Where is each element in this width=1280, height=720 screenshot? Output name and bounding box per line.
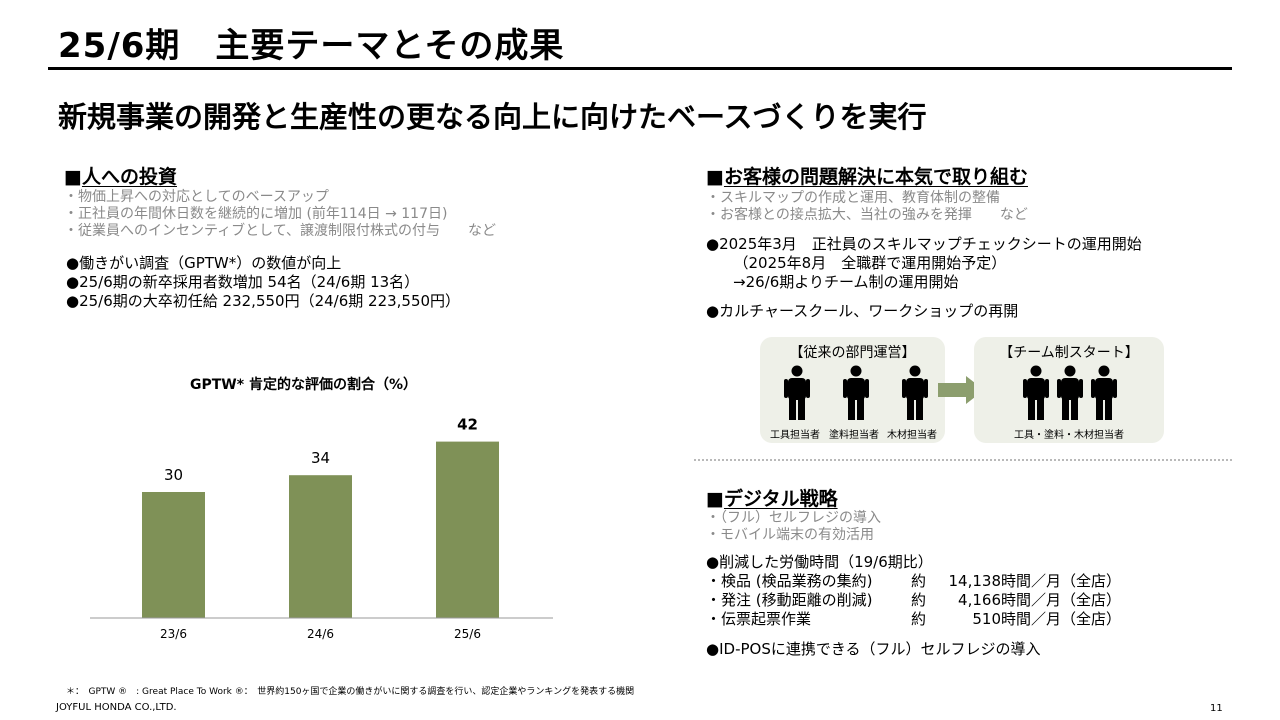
- skillmap-bullet: ●2025年3月 正社員のスキルマップチェックシートの運用開始 （2025年8月…: [706, 235, 1142, 292]
- page-subtitle: 新規事業の開発と生産性の更なる向上に向けたベースづくりを実行: [58, 100, 927, 134]
- labor-reduction-heading: ●削減した労働時間（19/6期比）: [706, 553, 933, 571]
- team-system-box: 【チーム制スタート】 工具・塗料・木材担当者: [974, 337, 1164, 443]
- bar-25/6: [436, 441, 499, 618]
- staff-figures: [784, 365, 928, 420]
- person-icon: [1091, 365, 1117, 420]
- section-heading-customers: ■お客様の問題解決に本気で取り組む: [706, 162, 1028, 189]
- heading-marker: ■: [64, 166, 82, 188]
- person-icon: [1023, 365, 1049, 420]
- x-tick-label: 23/6: [160, 627, 187, 641]
- approx-label: 約: [911, 610, 927, 628]
- chart-title: GPTW* 肯定的な評価の割合（%）: [190, 377, 417, 393]
- data-label: 42: [457, 416, 478, 434]
- title-divider: [48, 67, 1232, 70]
- transition-arrow-icon: [938, 376, 984, 404]
- hours-value: 4,166: [958, 591, 1001, 609]
- list-item: ・物価上昇への対応としてのベースアップ: [64, 189, 329, 205]
- staff-caption: 木材担当者: [887, 430, 937, 441]
- approx-label: 約: [911, 572, 927, 590]
- people-measures-list: ・物価上昇への対応としてのベースアップ ・正社員の年間休日数を継続的に増加 (前…: [64, 189, 496, 240]
- list-item: ・モバイル端末の有効活用: [706, 527, 874, 543]
- list-item: ●25/6期の新卒採用者数増加 54名（24/6期 13名）: [66, 273, 420, 291]
- staff-caption: 工具担当者: [770, 430, 820, 441]
- team-system-title: 【チーム制スタート】: [999, 345, 1139, 361]
- bar-24/6: [289, 475, 352, 618]
- hours-unit: 時間／月（全店）: [1001, 572, 1122, 590]
- person-icon: [902, 365, 928, 420]
- list-item: ●25/6期の大卒初任給 232,550円（24/6期 223,550円）: [66, 292, 461, 310]
- list-item: （2025年8月 全職群で運用開始予定）: [726, 254, 1007, 272]
- id-pos-bullet: ●ID-POSに連携できる（フル）セルフレジの導入: [706, 640, 1041, 658]
- task-label: ・発注 (移動距離の削減): [706, 591, 873, 609]
- list-item: ・従業員へのインセンティブとして、譲渡制限付株式の付与 など: [64, 223, 497, 239]
- list-item: →26/6期よりチーム制の運用開始: [718, 273, 959, 291]
- task-label: ・検品 (検品業務の集約): [706, 572, 873, 590]
- heading-marker: ■: [706, 488, 724, 510]
- heading-text: 人への投資: [81, 166, 177, 188]
- table-row: ・伝票起票作業 約 510時間／月（全店）: [706, 610, 1121, 629]
- team-figures: [1023, 365, 1117, 420]
- list-item: ・（フル）セルフレジの導入: [706, 510, 881, 526]
- list-item: ・お客様との接点拡大、当社の強みを発揮 など: [706, 207, 1028, 223]
- x-tick-label: 25/6: [454, 627, 481, 641]
- culture-school-bullet: ●カルチャースクール、ワークショップの再開: [706, 302, 1019, 320]
- table-row: ・発注 (移動距離の削減) 約 4,166時間／月（全店）: [706, 591, 1121, 610]
- hours-unit: 時間／月（全店）: [1001, 610, 1122, 628]
- list-item: ●2025年3月 正社員のスキルマップチェックシートの運用開始: [706, 235, 1142, 253]
- people-results-list: ●働きがい調査（GPTW*）の数値が向上 ●25/6期の新卒採用者数増加 54名…: [66, 254, 460, 311]
- staff-caption: 塗料担当者: [829, 430, 879, 441]
- heading-text: お客様の問題解決に本気で取り組む: [723, 166, 1028, 188]
- section-heading-digital: ■デジタル戦略: [706, 484, 838, 511]
- page-number: 11: [1210, 703, 1223, 714]
- heading-text: デジタル戦略: [723, 488, 838, 510]
- digital-measures-list: ・（フル）セルフレジの導入 ・モバイル端末の有効活用: [706, 510, 881, 544]
- customer-measures-list: ・スキルマップの作成と運用、教育体制の整備 ・お客様との接点拡大、当社の強みを発…: [706, 190, 1028, 224]
- person-icon: [843, 365, 869, 420]
- data-label: 34: [311, 449, 330, 467]
- list-item: ・正社員の年間休日数を継続的に増加 (前年114日 → 117日): [64, 206, 448, 222]
- list-item: ・スキルマップの作成と運用、教育体制の整備: [706, 190, 1000, 206]
- person-icon: [1057, 365, 1083, 420]
- task-label: ・伝票起票作業: [706, 610, 812, 628]
- gptw-bar-chart: 30 23/6 34 24/6 42 25/6: [90, 416, 553, 641]
- page-title: 25/6期 主要テーマとその成果: [58, 26, 565, 66]
- hours-unit: 時間／月（全店）: [1001, 591, 1122, 609]
- traditional-dept-box: 【従来の部門運営】 工具担当者 塗料担当者 木材担当者: [760, 337, 945, 443]
- section-divider: [694, 459, 1232, 461]
- footnote: ＊： GPTW ® : Great Place To Work ®： 世界約15…: [66, 687, 635, 697]
- x-tick-label: 24/6: [307, 627, 334, 641]
- hours-value: 510: [972, 610, 1001, 628]
- bar-23/6: [142, 492, 205, 618]
- team-caption: 工具・塗料・木材担当者: [1014, 430, 1124, 441]
- person-icon: [784, 365, 810, 420]
- heading-marker: ■: [706, 166, 724, 188]
- traditional-dept-title: 【従来の部門運営】: [789, 345, 916, 361]
- data-label: 30: [164, 466, 183, 484]
- hours-value: 14,138: [948, 572, 1002, 590]
- labor-reduction-block: ●削減した労働時間（19/6期比） ・検品 (検品業務の集約) 約 14,138時間…: [706, 553, 1121, 629]
- list-item: ●働きがい調査（GPTW*）の数値が向上: [66, 254, 342, 272]
- table-row: ・検品 (検品業務の集約) 約 14,138時間／月（全店）: [706, 572, 1121, 591]
- approx-label: 約: [911, 591, 927, 609]
- section-heading-people: ■人への投資: [64, 162, 177, 189]
- company-name: JOYFUL HONDA CO.,LTD.: [56, 702, 177, 713]
